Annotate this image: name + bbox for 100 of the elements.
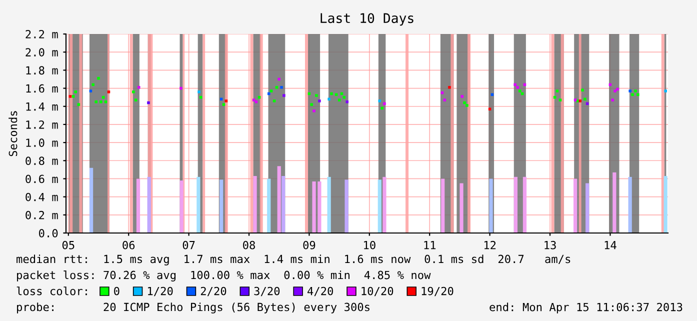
bar (522, 176, 527, 233)
point (342, 96, 346, 99)
point (558, 98, 562, 102)
point (443, 98, 446, 102)
x-tick-label: 13 (544, 240, 556, 250)
point (94, 100, 98, 104)
legend-label: 4/20 (308, 286, 333, 296)
point (383, 102, 386, 106)
bar (460, 183, 464, 233)
bar (514, 176, 518, 233)
y-tick-label: 0.2 m (26, 210, 58, 220)
bar (586, 183, 590, 233)
point (346, 100, 349, 104)
bar (180, 180, 184, 233)
point (611, 98, 614, 102)
point (460, 95, 464, 98)
point (92, 83, 94, 86)
point (636, 93, 640, 96)
point (275, 86, 278, 89)
point (224, 100, 228, 102)
legend-label: 19/20 (422, 286, 454, 296)
legend-label: 2/20 (200, 286, 226, 296)
point (312, 110, 316, 112)
y-tick-label: 0.4 m (26, 192, 58, 202)
point (220, 98, 223, 101)
bar (282, 176, 286, 233)
y-tick-label: 1.4 m (26, 102, 58, 111)
bar (489, 178, 493, 233)
chart-title: Last 10 Days (320, 13, 414, 26)
y-tick-label: 2.2 m (26, 30, 58, 38)
bar (220, 180, 224, 233)
legend-label: 1/20 (148, 286, 173, 296)
point (278, 78, 280, 81)
point (310, 103, 314, 106)
point (514, 83, 516, 86)
bar (382, 176, 386, 233)
bar (277, 166, 281, 233)
y-tick-label: 0.8 m (26, 156, 58, 166)
point (180, 86, 182, 90)
point (556, 90, 559, 92)
bar (253, 176, 257, 233)
point (252, 98, 256, 102)
point (616, 88, 619, 91)
point (380, 106, 384, 110)
point (448, 86, 451, 89)
legend-label: 0 (114, 286, 120, 296)
point (134, 98, 138, 102)
y-tick-label: 1.6 m (26, 84, 58, 93)
point (72, 95, 75, 98)
x-tick-label: 06 (122, 240, 135, 250)
x-tick-label: 10 (364, 240, 376, 250)
bar (628, 176, 632, 233)
point (516, 86, 519, 89)
point (614, 90, 616, 92)
bar (344, 180, 348, 233)
point (97, 76, 100, 80)
point (574, 98, 577, 102)
point (466, 104, 468, 107)
point (270, 90, 273, 92)
point (282, 94, 286, 97)
bar (196, 176, 200, 233)
y-tick-label: 1.0 m (26, 138, 58, 147)
bar (441, 178, 445, 233)
point (77, 103, 80, 106)
text: end: Mon Apr 15 11:06:37 2013 (490, 302, 682, 314)
bar (378, 180, 382, 233)
point (664, 90, 667, 92)
bar (89, 168, 94, 233)
point (267, 92, 270, 96)
text: probe: 20 ICMP Echo Pings (56 Bytes) every 300s (17, 302, 370, 314)
point (338, 98, 341, 102)
point (330, 92, 333, 96)
point (578, 100, 582, 102)
point (100, 100, 102, 104)
point (132, 90, 135, 94)
point (68, 95, 72, 98)
x-tick-label: 09 (303, 240, 316, 250)
y-tick-label: 1.8 m (26, 66, 58, 75)
point (584, 98, 586, 101)
point (631, 93, 634, 96)
point (378, 100, 382, 102)
point (198, 90, 200, 94)
y-tick-label: 2.0 m (26, 48, 58, 56)
point (488, 108, 492, 110)
point (634, 90, 637, 92)
point (89, 90, 92, 92)
point (328, 98, 330, 101)
point (318, 100, 321, 102)
x-tick-label: 08 (243, 240, 255, 250)
x-tick-label: 07 (182, 240, 195, 250)
legend-label: 3/20 (254, 286, 280, 296)
bar (327, 176, 331, 233)
bar (267, 178, 271, 233)
point (490, 93, 494, 96)
point (74, 90, 78, 94)
y-tick-label: 1.2 m (26, 120, 58, 129)
bar (147, 176, 151, 233)
point (628, 90, 632, 92)
y-tick-label: 0.0 (39, 229, 58, 238)
text: packet loss: 70.26 % avg 100.00 % max 0.00 % min 4.85 % now (17, 270, 431, 282)
